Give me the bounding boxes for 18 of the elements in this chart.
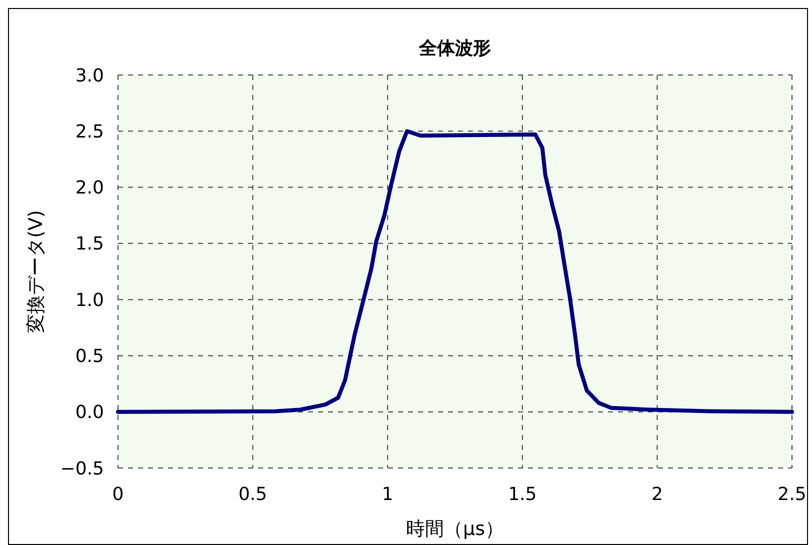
- y-tick-label: 2.5: [75, 121, 104, 142]
- x-tick-label: 1: [382, 484, 394, 505]
- x-tick-label: 2.5: [778, 484, 806, 505]
- y-tick-label: 0.0: [75, 402, 104, 424]
- y-axis-title: 変換データ(V): [25, 210, 47, 333]
- y-tick-label: 2.0: [75, 178, 104, 199]
- x-axis-title: 時間（μs）: [406, 518, 504, 540]
- x-tick-label: 0.5: [238, 484, 268, 505]
- y-tick-label: 1.5: [75, 234, 104, 255]
- x-tick-label: 1.5: [508, 484, 537, 505]
- y-tick-label: −0.5: [60, 458, 104, 480]
- y-tick-label: 0.5: [75, 346, 104, 368]
- y-tick-label: 3.0: [75, 65, 104, 86]
- y-tick-label: 1.0: [75, 290, 104, 311]
- line-series: [116, 129, 794, 414]
- chart-title: 全体波形: [418, 38, 491, 59]
- x-tick-label: 0: [112, 484, 124, 505]
- x-tick-label: 2: [651, 484, 663, 505]
